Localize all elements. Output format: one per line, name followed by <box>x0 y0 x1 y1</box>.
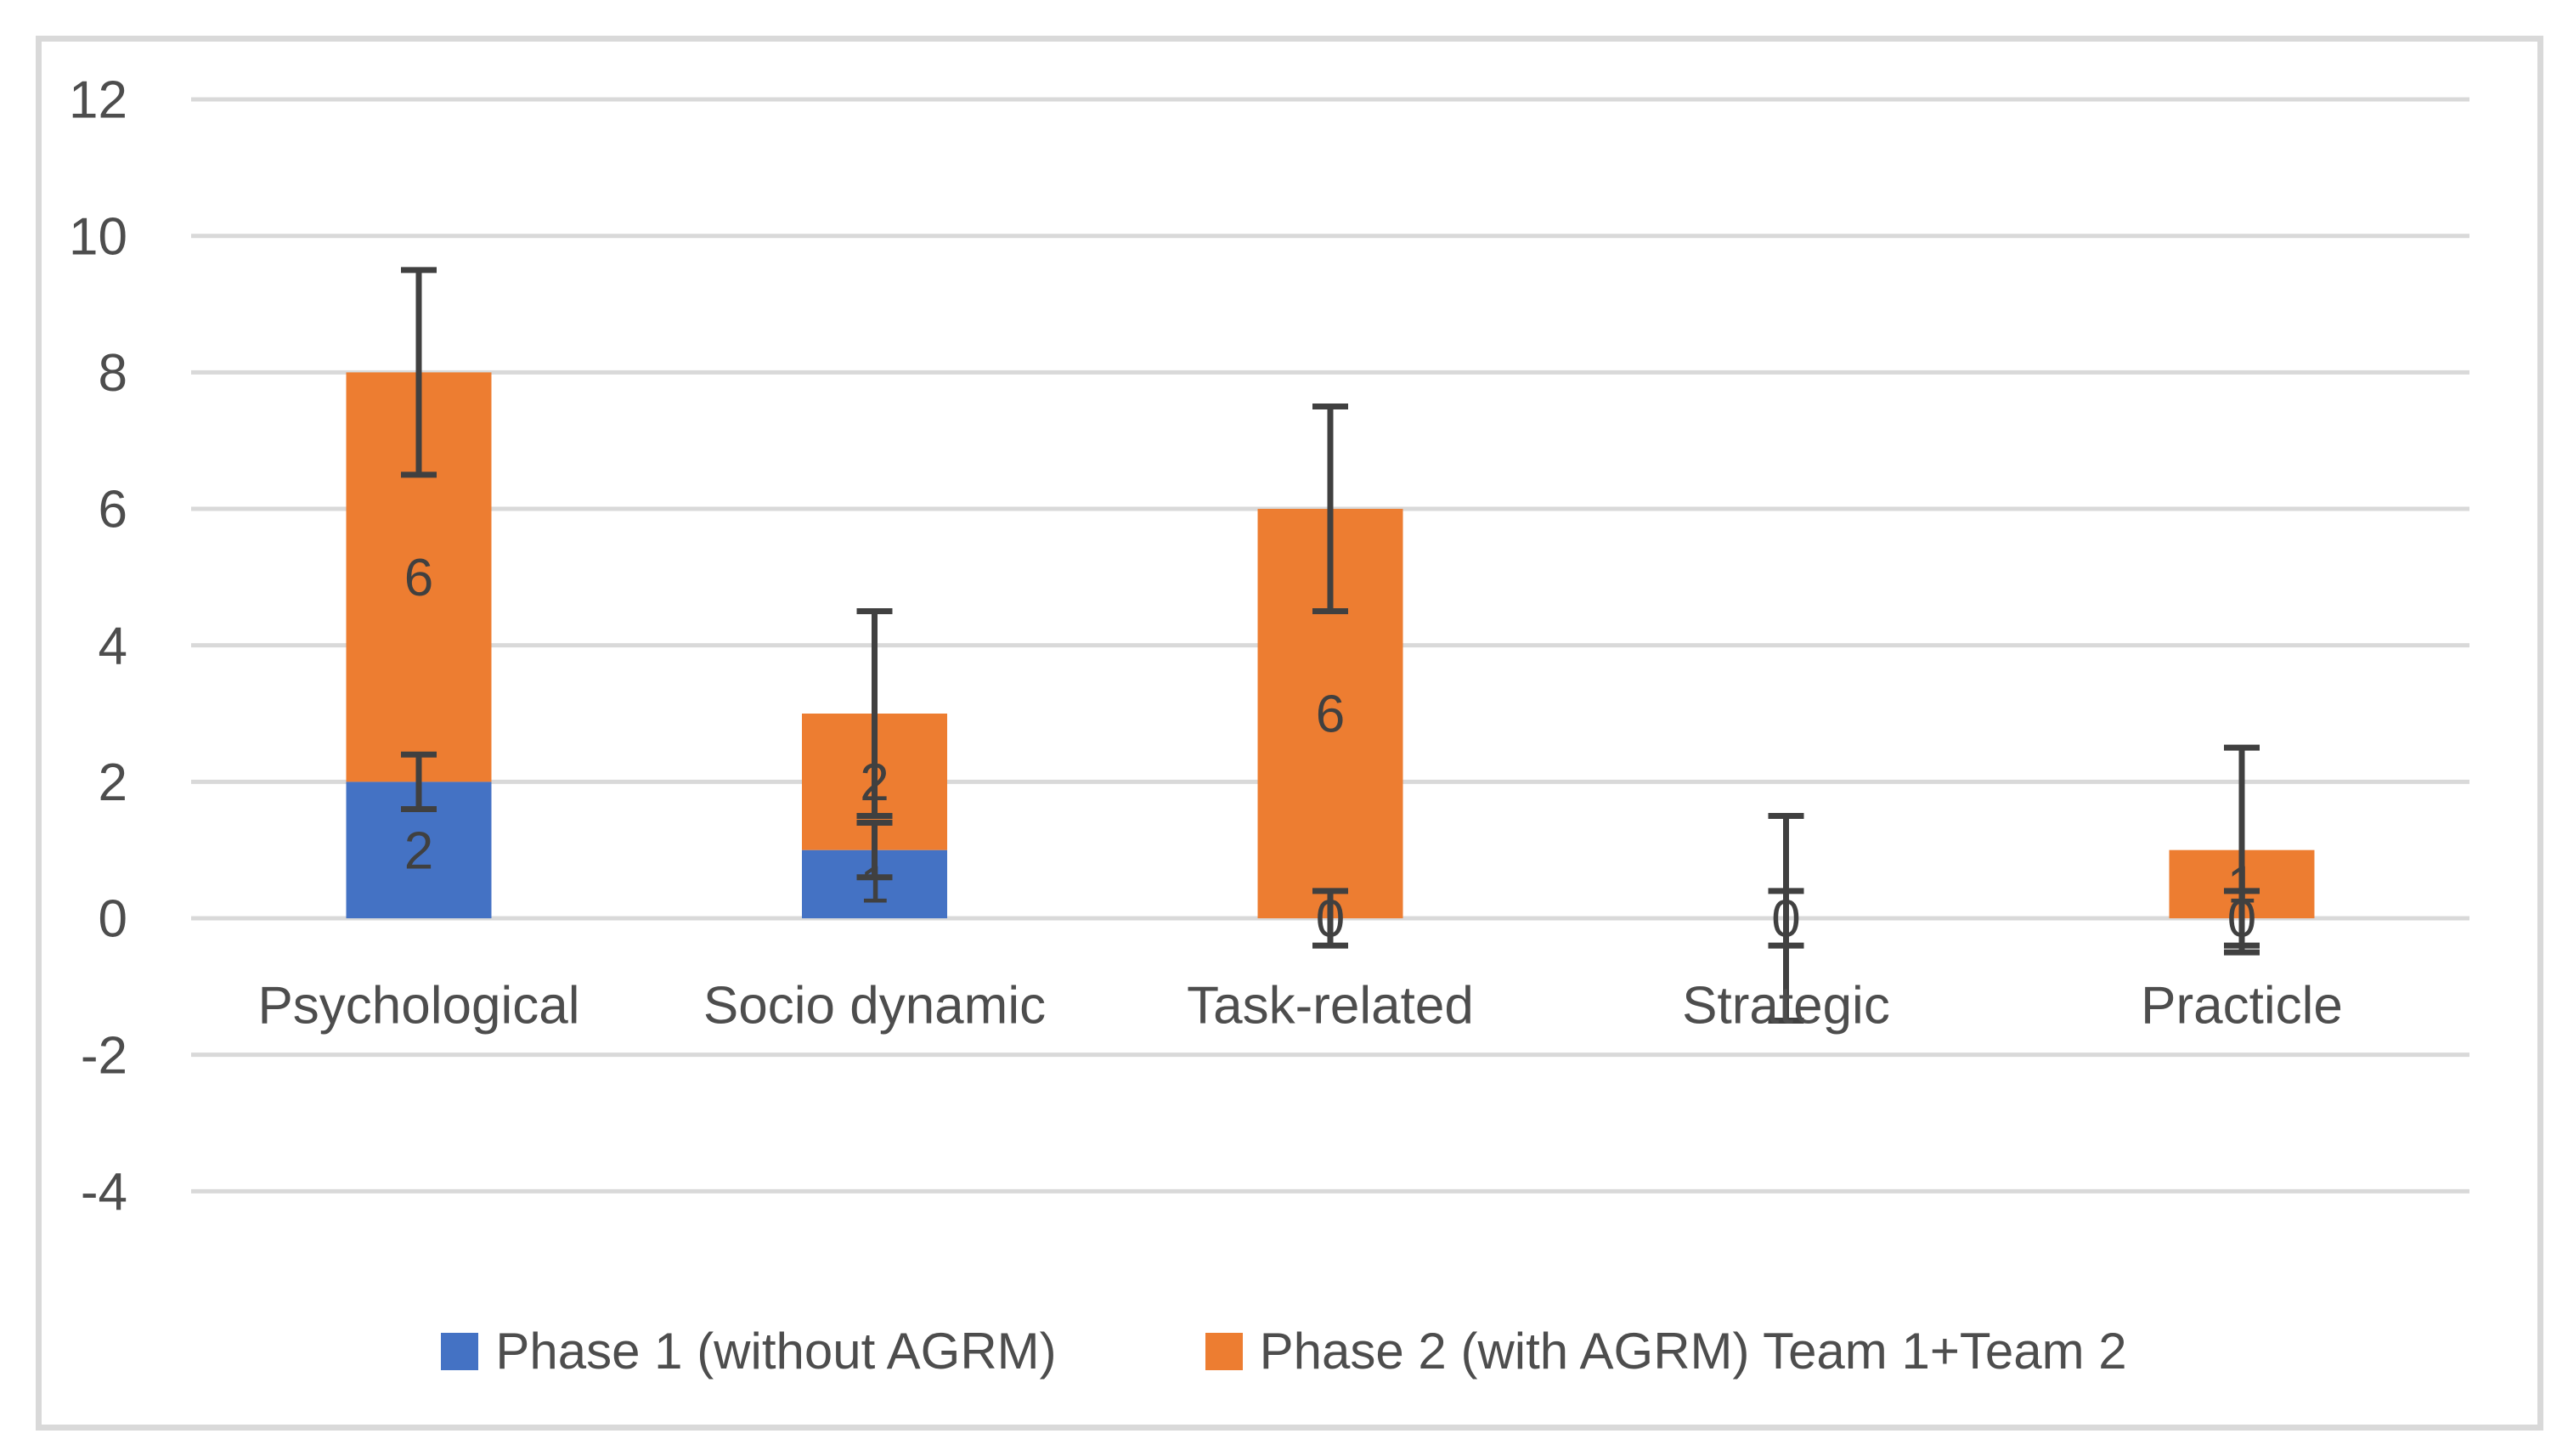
y-tick-label-10: 10 <box>69 207 127 266</box>
data-label-socio-dynamic-series1: 1 <box>860 856 889 915</box>
data-label-socio-dynamic-series2: 2 <box>860 753 889 812</box>
legend-swatch-phase1-icon <box>441 1332 479 1370</box>
y-tick-label-0: 0 <box>99 890 127 949</box>
data-label-task-related-series1: 0 <box>1316 890 1345 949</box>
category-label-task-related: Task-related <box>1187 977 1474 1036</box>
y-tick-label--2: -2 <box>81 1026 127 1085</box>
data-label-practicle-series1: 0 <box>2227 890 2256 949</box>
legend-swatch-phase2-icon <box>1205 1332 1243 1370</box>
chart-border <box>36 36 2543 1431</box>
category-label-socio-dynamic: Socio dynamic <box>703 977 1046 1036</box>
category-label-psychological: Psychological <box>257 977 579 1036</box>
y-tick-label--4: -4 <box>81 1163 127 1222</box>
y-tick-label-4: 4 <box>99 617 127 675</box>
legend-label-phase1: Phase 1 (without AGRM) <box>495 1323 1057 1380</box>
data-label-strategic-series1: 0 <box>1771 890 1800 949</box>
data-label-practicle-series2: 1 <box>2227 856 2256 915</box>
category-label-strategic: Strategic <box>1682 977 1890 1036</box>
legend-entry-phase1: Phase 1 (without AGRM) <box>441 1322 1057 1380</box>
y-tick-label-2: 2 <box>99 753 127 812</box>
legend-label-phase2: Phase 2 (with AGRM) Team 1+Team 2 <box>1259 1323 2127 1380</box>
category-label-practicle: Practicle <box>2141 977 2343 1036</box>
y-tick-label-12: 12 <box>69 71 127 130</box>
data-label-psychological-series2: 6 <box>404 549 433 607</box>
legend-entry-phase2: Phase 2 (with AGRM) Team 1+Team 2 <box>1205 1322 2127 1380</box>
data-label-psychological-series1: 2 <box>404 821 433 880</box>
y-tick-label-8: 8 <box>99 344 127 403</box>
y-tick-label-6: 6 <box>99 481 127 539</box>
data-label-task-related-series2: 6 <box>1316 686 1345 744</box>
chart-legend: Phase 1 (without AGRM) Phase 2 (with AGR… <box>0 1322 2568 1380</box>
